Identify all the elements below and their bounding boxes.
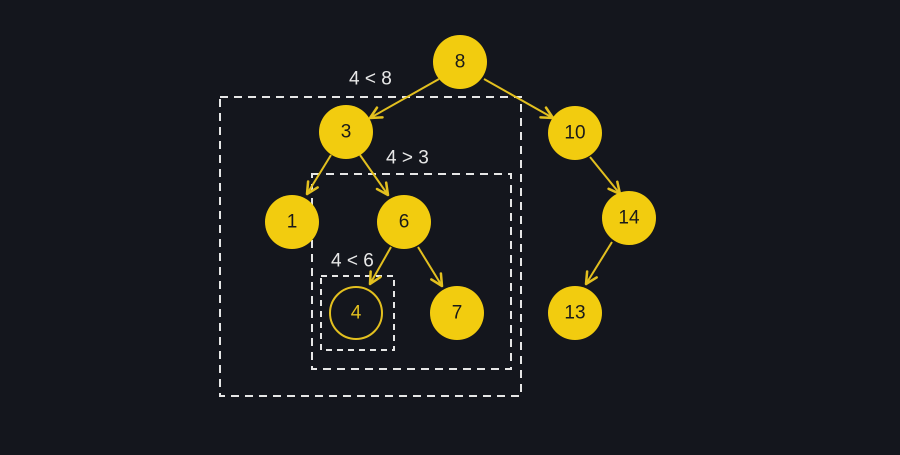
- node-13: 13: [548, 286, 602, 340]
- comparison-label-inner: 4 < 6: [331, 251, 374, 272]
- node-14: 14: [602, 191, 656, 245]
- node-4-label: 4: [351, 303, 362, 324]
- node-13-label: 13: [564, 303, 585, 324]
- outer-search-box: [219, 96, 522, 397]
- node-4-highlighted: 4: [329, 286, 383, 340]
- comparison-label-outer: 4 < 8: [349, 69, 392, 90]
- edge-14-13: [584, 241, 613, 286]
- edge-3-6: [359, 154, 390, 197]
- node-3-label: 3: [341, 122, 352, 143]
- middle-search-box: [311, 173, 512, 370]
- node-14-label: 14: [618, 208, 640, 229]
- node-1: 1: [265, 195, 319, 249]
- node-7: 7: [430, 286, 484, 340]
- inner-search-box: [320, 275, 395, 351]
- edge-8-10: [483, 78, 555, 120]
- edge-8-3: [368, 78, 440, 120]
- edge-6-4: [368, 246, 392, 286]
- edge-3-1: [305, 154, 332, 196]
- edge-6-7: [417, 246, 444, 288]
- node-3: 3: [319, 105, 373, 159]
- node-6: 6: [377, 195, 431, 249]
- node-7-label: 7: [452, 303, 463, 324]
- node-6-label: 6: [399, 212, 410, 233]
- node-10-label: 10: [564, 123, 585, 144]
- node-1-label: 1: [287, 212, 298, 233]
- node-10: 10: [548, 106, 602, 160]
- edge-10-14: [589, 156, 622, 196]
- node-8: 8: [433, 35, 487, 89]
- node-8-label: 8: [455, 52, 466, 73]
- comparison-label-middle: 4 > 3: [386, 148, 429, 169]
